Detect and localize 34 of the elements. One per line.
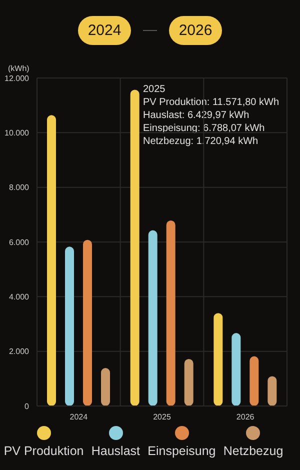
y-tick-label: 6.000 [8,238,30,247]
legend-label: PV Produktion [4,444,84,458]
bar [83,240,92,406]
bar [166,220,176,406]
x-tick-label: 2024 [70,412,88,422]
annotation: Einspeisung: 6.788,07 kWh [143,122,266,135]
text: 2026 [169,16,222,44]
annotation: Netzbezug: 1.720,94 kWh [143,135,260,148]
bar [232,333,241,406]
annotation: Hauslast: 6.429,97 kWh [143,109,250,122]
y-tick-label: 2.000 [8,347,30,356]
y-tick-label: 12.000 [4,74,30,83]
annotation: 2025 [143,83,166,96]
x-tick-label: 2026 [236,412,255,422]
bar [47,115,56,406]
annotation: PV Produktion: 11.571,80 kWh [143,96,280,109]
y-tick-label: 4.000 [8,292,30,302]
bar [250,356,259,406]
bar [101,368,110,406]
bar [65,246,74,406]
bar [130,90,140,406]
legend-label: Einspeisung [148,444,216,458]
legend-label: Netzbezug [223,444,284,458]
bar [184,358,194,406]
legend-label: Hauslast [91,444,140,458]
x-tick-label: 2025 [153,412,172,422]
y-tick-label: 10.000 [4,128,30,138]
text: 2024 [78,16,131,44]
y-tick-label: 0 [24,402,30,411]
bar [214,313,223,406]
bar [148,230,158,406]
y-axis-title: (kWh) [8,64,30,73]
y-tick-label: 8.000 [8,183,30,192]
bar [268,376,277,406]
